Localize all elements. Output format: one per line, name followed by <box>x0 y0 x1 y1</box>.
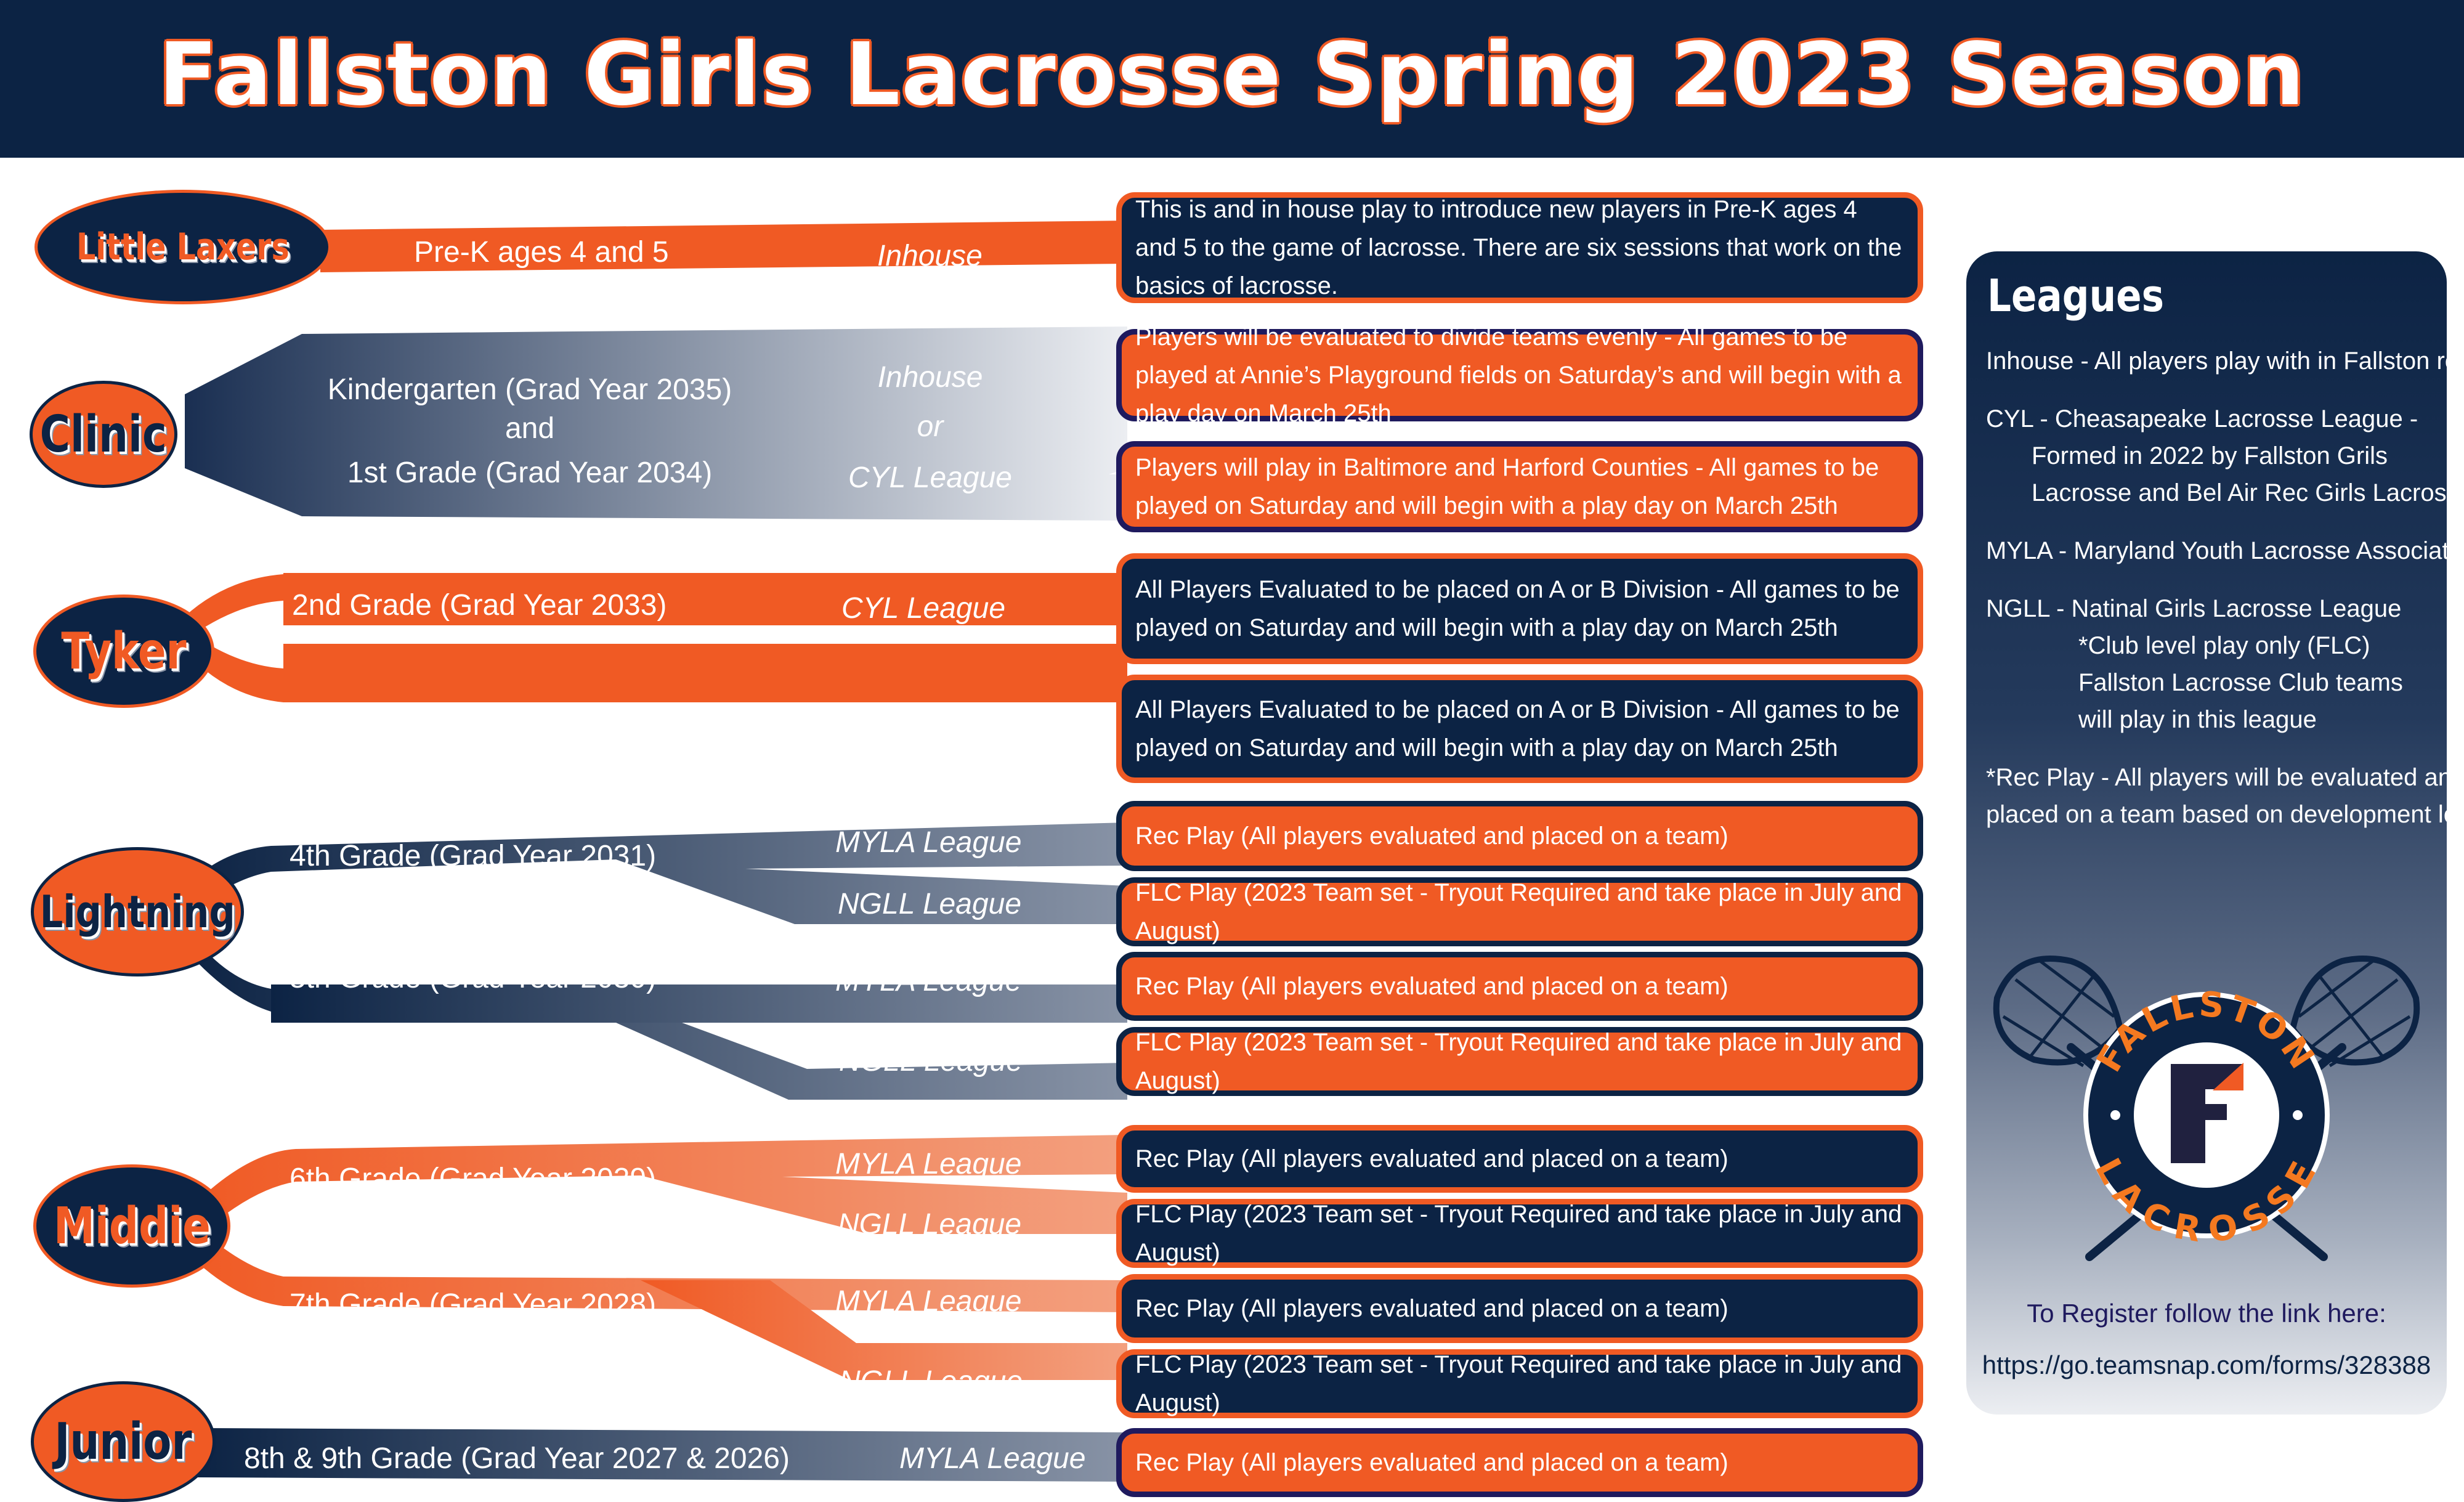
detail-card-lightning-5th-flc: FLC Play (2023 Team set - Tryout Require… <box>1116 1027 1923 1096</box>
grade-label: 1st Grade (Grad Year 2034) <box>347 457 713 489</box>
node-middie: Middie <box>33 1164 230 1288</box>
league-label: MYLA League <box>835 1148 1022 1180</box>
node-little-laxers: Little Laxers <box>34 190 331 304</box>
grade-label: 7th Grade (Grad Year 2028) <box>290 1288 657 1321</box>
league-label: CYL League <box>841 592 1006 625</box>
league-label: MYLA League <box>835 1285 1022 1318</box>
legend-entry-ngll: NGLL - Natinal Girls Lacrosse League *Cl… <box>1986 595 2403 733</box>
league-label-or: or <box>917 410 944 443</box>
league-label: MYLA League <box>835 826 1022 859</box>
detail-card-clinic-cyl: Players will play in Baltimore and Harfo… <box>1116 441 1923 532</box>
grade-label: 8th & 9th Grade (Grad Year 2027 & 2026) <box>244 1442 790 1475</box>
legend-entry-rec-play: *Rec Play - All players will be evaluate… <box>1986 764 2464 828</box>
detail-card-clinic-inhouse: Players will be evaluated to divide team… <box>1116 323 1923 427</box>
grade-label: 2nd Grade (Grad Year 2033) <box>292 589 667 622</box>
grade-label-and: and <box>505 412 555 445</box>
detail-card-middie-6th-rec: Rec Play (All players evaluated and plac… <box>1116 1125 1923 1193</box>
flow-middie-ngll-7th <box>641 1280 1127 1380</box>
flow-clinic <box>185 327 1127 521</box>
flow-middie-6th <box>191 1135 1127 1234</box>
detail-card-lightning-4th-flc: FLC Play (2023 Team set - Tryout Require… <box>1116 877 1923 946</box>
crossed-lacrosse-sticks-icon: FALLSTON LACROSSE <box>1993 956 2420 1261</box>
grade-label: 5th Grade (Grad Year 2030) <box>290 962 657 994</box>
grade-label: 4th Grade (Grad Year 2031) <box>290 840 657 872</box>
league-label: Inhouse <box>877 240 983 272</box>
detail-card-junior-rec: Rec Play (All players evaluated and plac… <box>1116 1428 1923 1497</box>
league-label: Inhouse <box>877 361 983 394</box>
node-junior: Junior <box>31 1381 216 1502</box>
league-label: NGLL League <box>839 1365 1023 1398</box>
page-title: Fallston Girls Lacrosse Spring 2023 Seas… <box>158 25 2306 125</box>
node-lightning: Lightning <box>31 847 244 976</box>
league-label: NGLL League <box>839 1045 1023 1078</box>
league-label: CYL League <box>848 461 1012 494</box>
fallston-logo-badge: FALLSTON LACROSSE <box>2083 984 2330 1251</box>
flow-lightning-4th <box>185 822 1127 924</box>
league-label: NGLL League <box>838 1208 1022 1241</box>
detail-card-middie-7th-rec: Rec Play (All players evaluated and plac… <box>1116 1274 1923 1343</box>
grade-label: Pre-K ages 4 and 5 <box>414 236 669 269</box>
legend-entry-inhouse: Inhouse - All players play with in Falls… <box>1986 347 2464 375</box>
register-label: To Register follow the link here: <box>2027 1299 2386 1328</box>
node-tyker: Tyker <box>33 595 214 708</box>
league-label: CYL League <box>841 705 1006 737</box>
detail-card-lightning-5th-rec: Rec Play (All players evaluated and plac… <box>1116 952 1923 1021</box>
flow-middie-7th <box>185 1232 1127 1312</box>
detail-card-middie-6th-flc: FLC Play (2023 Team set - Tryout Require… <box>1116 1199 1923 1268</box>
league-label: MYLA League <box>899 1442 1086 1475</box>
flow-little-laxers <box>320 221 1127 272</box>
detail-card-little-laxers: This is and in house play to introduce n… <box>1116 192 1923 303</box>
grade-label: 6th Grade (Grad Year 2029) <box>290 1163 657 1195</box>
legend-entry-myla: MYLA - Maryland Youth Lacrosse Associati… <box>1986 537 2464 564</box>
detail-card-middie-7th-flc: FLC Play (2023 Team set - Tryout Require… <box>1116 1349 1923 1418</box>
league-label: NGLL League <box>838 888 1022 920</box>
grade-label: 3rd Grade (Grad Year 2032) <box>290 703 658 736</box>
header-banner: Fallston Girls Lacrosse Spring 2023 Seas… <box>0 0 2464 158</box>
flow-junior <box>197 1428 1127 1482</box>
detail-card-tyker-2nd: All Players Evaluated to be placed on A … <box>1116 553 1923 664</box>
grade-label: Kindergarten (Grad Year 2035) <box>327 373 732 406</box>
detail-card-tyker-3rd: All Players Evaluated to be placed on A … <box>1116 675 1923 783</box>
detail-card-lightning-4th-rec: Rec Play (All players evaluated and plac… <box>1116 801 1923 871</box>
legend-title: Leagues <box>1987 270 2165 322</box>
league-label: MYLA League <box>835 965 1022 997</box>
node-clinic: Clinic <box>30 381 177 488</box>
legend-entry-cyl: CYL - Cheasapeake Lacrosse League - Form… <box>1986 405 2464 506</box>
register-link[interactable]: https://go.teamsnap.com/forms/328388 <box>1982 1350 2431 1379</box>
